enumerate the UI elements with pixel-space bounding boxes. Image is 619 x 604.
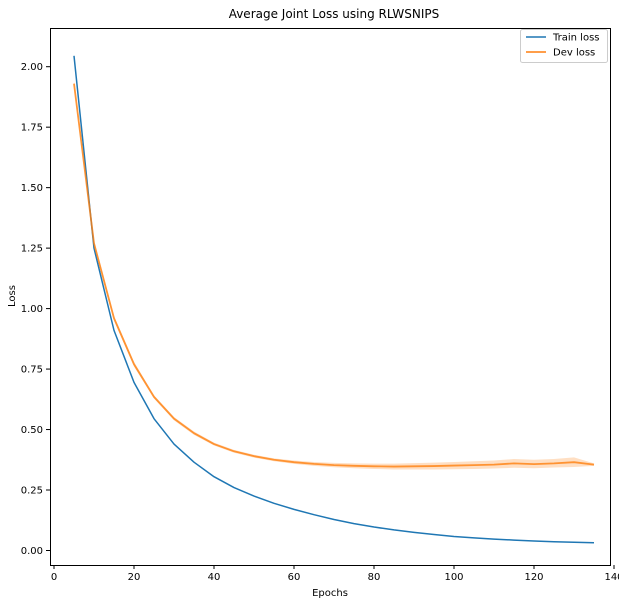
confidence-bands: [74, 81, 594, 470]
y-tick-label: 1.25: [21, 244, 43, 255]
x-tick-label: 120: [524, 572, 543, 583]
y-axis-label: Loss: [7, 285, 18, 307]
x-tick-label: 100: [444, 572, 463, 583]
x-axis-ticks: 0 20 40 60 80 100 120 140: [51, 565, 619, 583]
chart-title: Average Joint Loss using RLWSNIPS: [229, 7, 440, 21]
y-tick-label: 1.50: [21, 183, 43, 194]
legend-label: Train loss: [552, 33, 600, 44]
x-tick-label: 60: [288, 572, 301, 583]
legend: Train loss Dev loss: [520, 29, 608, 63]
y-tick-label: 1.75: [21, 123, 43, 134]
plot-frame: [50, 28, 611, 566]
x-tick-label: 80: [368, 572, 381, 583]
x-tick-label: 140: [604, 572, 619, 583]
y-axis-ticks: 0.00 0.25 0.50 0.75 1.00 1.25 1.50 1.75 2.00: [21, 62, 50, 557]
series-lines: [73, 55, 595, 544]
y-tick-label: 0.75: [21, 365, 43, 376]
y-tick-label: 0.50: [21, 425, 43, 436]
x-axis-label: Epochs: [312, 588, 348, 599]
y-tick-label: 1.00: [21, 304, 43, 315]
x-tick-label: 40: [208, 572, 221, 583]
legend-label: Dev loss: [553, 48, 595, 59]
x-tick-label: 20: [128, 572, 141, 583]
dev-loss-band: [74, 81, 594, 470]
x-tick-label: 0: [51, 572, 57, 583]
y-tick-label: 0.25: [21, 486, 43, 497]
dev-loss-line: [73, 83, 595, 468]
y-tick-label: 0.00: [21, 546, 43, 557]
train-loss-line: [73, 55, 595, 544]
plot-area: [50, 28, 611, 566]
y-tick-label: 2.00: [21, 62, 43, 73]
